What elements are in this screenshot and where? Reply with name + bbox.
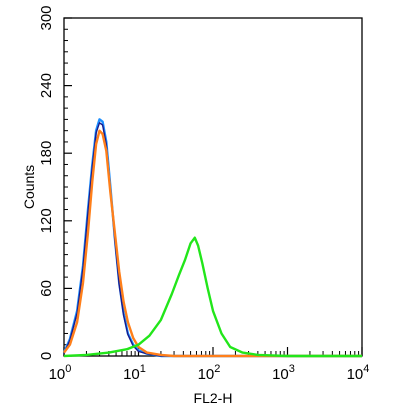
x-tick-label: 103	[272, 363, 295, 383]
x-tick-label: 102	[198, 363, 221, 383]
x-tick-labels: 100 101 102 103 104	[49, 363, 370, 383]
x-ticks	[63, 347, 363, 356]
x-tick-label: 101	[123, 363, 146, 383]
y-tick-labels: 0 60 120 180 240 300	[38, 5, 55, 360]
series-layer	[62, 118, 362, 358]
series-line-1	[62, 118, 362, 358]
y-axis-title: Counts	[21, 165, 37, 209]
y-tick-label: 240	[38, 73, 55, 98]
x-axis-title: FL2-H	[194, 390, 233, 406]
y-tick-label: 120	[38, 208, 55, 233]
y-tick-label: 60	[38, 280, 55, 297]
x-tick-label: 104	[347, 363, 370, 383]
y-tick-label: 0	[38, 352, 55, 360]
x-tick-label: 100	[49, 363, 72, 383]
y-tick-label: 300	[38, 5, 55, 30]
y-tick-label: 180	[38, 141, 55, 166]
y-minor-ticks	[64, 28, 68, 346]
series-line-3	[63, 129, 362, 358]
series-line-4	[63, 236, 362, 358]
